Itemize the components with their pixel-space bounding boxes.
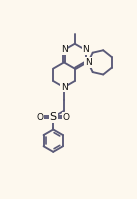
Text: O: O bbox=[63, 113, 70, 122]
Text: N: N bbox=[61, 45, 67, 55]
Text: N: N bbox=[61, 83, 67, 92]
Text: S: S bbox=[50, 112, 57, 122]
Text: N: N bbox=[85, 58, 91, 67]
Text: O: O bbox=[36, 113, 43, 122]
Text: N: N bbox=[82, 45, 89, 55]
